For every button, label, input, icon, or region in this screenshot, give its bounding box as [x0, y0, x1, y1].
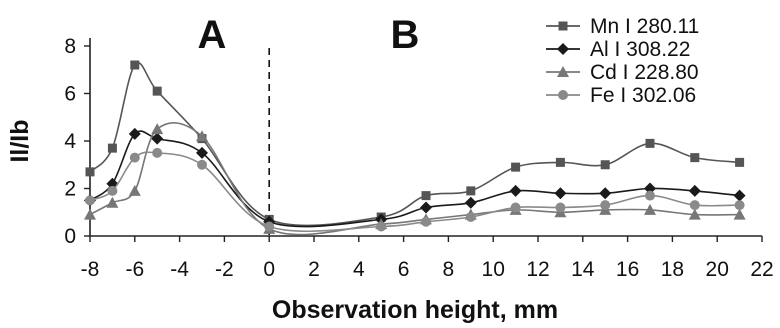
- series-line: [89, 62, 740, 227]
- data-point: [196, 130, 208, 142]
- data-point: [555, 202, 566, 213]
- data-point: [197, 159, 207, 170]
- data-point: [600, 200, 611, 211]
- series-line: [89, 151, 740, 233]
- data-point: [599, 187, 612, 200]
- legend-item: Cd I 228.80: [546, 61, 699, 84]
- x-tick-label: 0: [263, 258, 275, 281]
- x-tick-label: 16: [616, 258, 639, 281]
- x-tick-label: 22: [750, 258, 773, 281]
- data-point: [645, 138, 655, 148]
- x-tick-label: 14: [571, 258, 595, 281]
- data-point: [264, 221, 275, 232]
- data-point: [688, 184, 701, 197]
- data-point: [733, 189, 746, 202]
- legend-marker: [557, 43, 569, 55]
- data-point: [511, 162, 521, 172]
- y-tick-label: 6: [64, 83, 76, 106]
- data-point: [420, 201, 432, 214]
- y-tick-label: 0: [64, 225, 76, 248]
- legend-item: Fe I 302.06: [546, 84, 696, 107]
- x-tick-label: 20: [706, 258, 729, 281]
- legend-item: Al I 308.22: [546, 38, 690, 61]
- x-tick-label: -4: [170, 258, 189, 281]
- x-tick-label: 18: [661, 258, 684, 281]
- data-point: [151, 123, 164, 135]
- series-line: [89, 122, 740, 236]
- data-point: [464, 196, 477, 209]
- legend-label: Fe I 302.06: [590, 84, 696, 107]
- data-point: [509, 184, 522, 197]
- data-point: [152, 86, 162, 96]
- legend-marker: [558, 90, 568, 100]
- x-tick-label: 4: [353, 258, 365, 281]
- x-tick-label: 12: [526, 258, 549, 281]
- data-point: [196, 146, 208, 159]
- data-point: [688, 208, 701, 220]
- data-point: [466, 186, 476, 196]
- y-axis-title: Il/Ib: [6, 119, 34, 162]
- data-point: [130, 60, 140, 70]
- data-point: [555, 157, 565, 167]
- series-circle: [85, 147, 745, 233]
- series-layer: [84, 60, 746, 236]
- data-point: [85, 195, 95, 206]
- x-tick-label: 10: [482, 258, 505, 281]
- data-point: [128, 127, 141, 140]
- data-point: [84, 208, 96, 220]
- region-label-a: A: [198, 13, 227, 57]
- region-label-b: B: [391, 13, 420, 57]
- data-point: [151, 132, 164, 145]
- data-point: [421, 191, 431, 201]
- x-tick-label: 8: [443, 258, 455, 281]
- legend-label: Al I 308.22: [590, 38, 690, 61]
- legend-marker: [558, 21, 568, 31]
- legend-label: Mn I 280.11: [590, 15, 699, 38]
- data-point: [735, 157, 745, 167]
- data-point: [644, 203, 656, 215]
- data-point: [690, 153, 700, 163]
- data-point: [107, 185, 118, 196]
- data-point: [376, 221, 387, 232]
- data-point: [734, 200, 745, 211]
- data-point: [510, 202, 521, 213]
- data-point: [128, 184, 141, 196]
- data-point: [465, 212, 476, 222]
- data-point: [689, 200, 700, 211]
- data-point: [106, 196, 119, 208]
- data-point: [600, 160, 610, 170]
- x-tick-label: -8: [81, 258, 100, 281]
- x-axis-title: Observation height, mm: [272, 296, 558, 324]
- data-point: [733, 208, 746, 220]
- x-tick-label: 2: [308, 258, 320, 281]
- series-diamond: [84, 127, 746, 228]
- axes-group: 0 2 4 6 8 -8 -6 -4 -2 0 2 4 6 8 10 12 14 16 18 20 22: [64, 35, 773, 281]
- series-line: [89, 130, 740, 228]
- y-tick-label: 2: [64, 178, 76, 201]
- labels-layer: Observation height, mm Il/Ib A B: [6, 13, 558, 324]
- data-point: [107, 143, 117, 153]
- data-point: [645, 190, 655, 201]
- x-tick-label: 6: [398, 258, 410, 281]
- data-point: [421, 216, 431, 227]
- data-point: [554, 187, 567, 200]
- legend-label: Cd I 228.80: [590, 61, 699, 84]
- data-point: [152, 147, 163, 158]
- data-point: [85, 167, 95, 177]
- legend-item: Mn I 280.11: [546, 15, 699, 38]
- data-point: [644, 182, 656, 195]
- legend-marker: [557, 66, 569, 77]
- x-tick-label: -6: [125, 258, 144, 281]
- x-tick-label: -2: [215, 258, 234, 281]
- data-point: [129, 152, 140, 163]
- y-tick-label: 4: [64, 130, 76, 153]
- y-tick-label: 8: [64, 35, 76, 58]
